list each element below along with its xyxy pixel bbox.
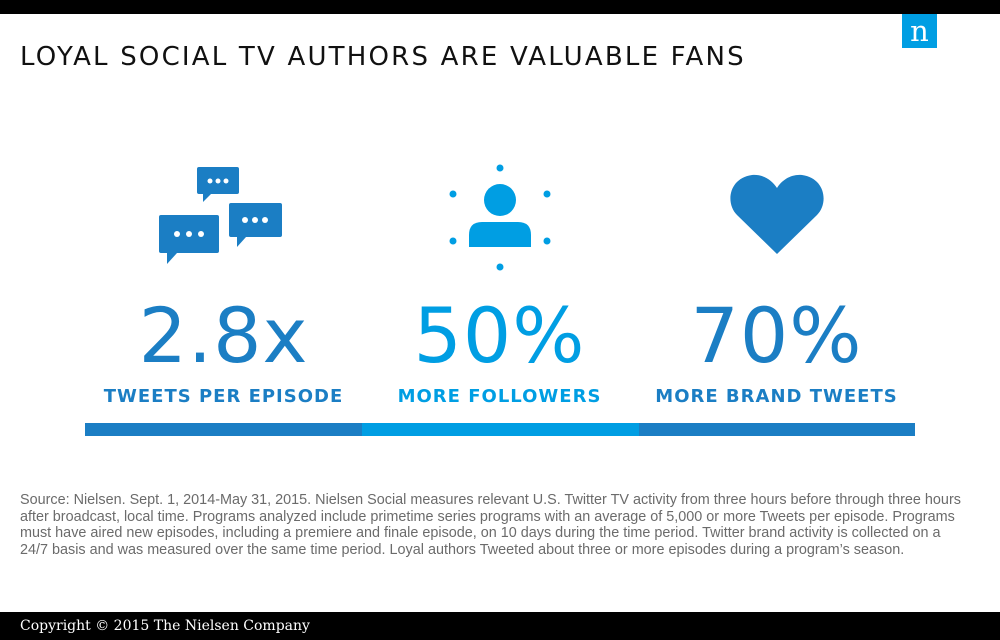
stat-label: MORE FOLLOWERS xyxy=(397,386,602,407)
bar-segment-3 xyxy=(639,423,915,436)
page-title: LOYAL SOCIAL TV AUTHORS ARE VALUABLE FAN… xyxy=(20,42,746,72)
stat-tweets-per-episode: 2.8x TWEETS PER EPISODE xyxy=(85,150,362,407)
heart-icon xyxy=(638,150,915,280)
stat-more-followers: 50% MORE FOLLOWERS xyxy=(361,150,638,407)
chat-bubbles-icon xyxy=(85,150,362,280)
stat-value: 2.8x xyxy=(138,291,309,380)
copyright-text: Copyright © 2015 The Nielsen Company xyxy=(20,618,310,634)
nielsen-logo: n xyxy=(902,14,937,48)
stat-more-brand-tweets: 70% MORE BRAND TWEETS xyxy=(638,150,915,407)
bar-segment-1 xyxy=(85,423,362,436)
top-bar xyxy=(0,0,1000,14)
stat-value: 70% xyxy=(690,291,863,380)
person-icon xyxy=(361,150,638,280)
stat-label: MORE BRAND TWEETS xyxy=(655,386,898,407)
footer-bar: Copyright © 2015 The Nielsen Company xyxy=(0,612,1000,640)
stat-value: 50% xyxy=(413,291,586,380)
bar-segment-2 xyxy=(362,423,639,436)
source-note: Source: Nielsen. Sept. 1, 2014-May 31, 2… xyxy=(20,492,961,558)
stat-label: TWEETS PER EPISODE xyxy=(103,386,344,407)
